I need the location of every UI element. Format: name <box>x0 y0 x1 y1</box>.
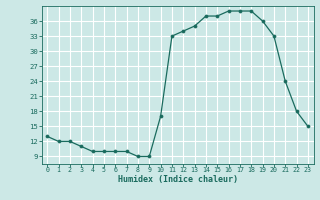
X-axis label: Humidex (Indice chaleur): Humidex (Indice chaleur) <box>118 175 237 184</box>
